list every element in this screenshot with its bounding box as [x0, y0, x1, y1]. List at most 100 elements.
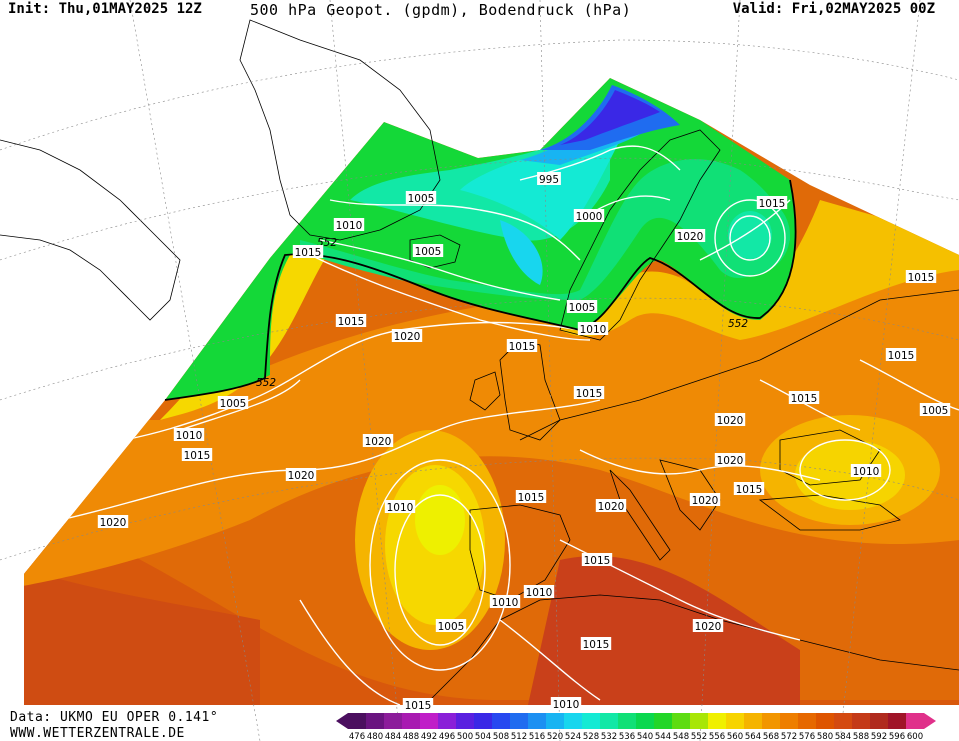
isobar-label: 1005: [405, 191, 437, 205]
colorbar-label: 584: [835, 732, 851, 741]
isobar-label-box: [489, 595, 521, 608]
isobar-label-box: [402, 698, 434, 711]
data-source: Data: UKMO EU OPER 0.141°: [10, 710, 219, 725]
colorbar-swatch: [870, 713, 888, 729]
isobar-label: 1015: [756, 196, 788, 210]
isobar-value: 1015: [295, 247, 322, 259]
isobar-label-box: [506, 339, 538, 352]
colorbar-label: 552: [691, 732, 707, 741]
colorbar-swatch: [672, 713, 690, 729]
isobar-label-box: [97, 515, 129, 528]
isobar-label-box: [573, 209, 605, 222]
colorbar-swatch: [762, 713, 780, 729]
colorbar-label: 504: [475, 732, 491, 741]
colorbar-swatch: [402, 713, 420, 729]
colorbar-label: 596: [889, 732, 905, 741]
isobar-label-box: [577, 322, 609, 335]
colorbar-swatch: [636, 713, 654, 729]
init-time: Init: Thu,01MAY2025 12Z: [8, 1, 202, 17]
isobar-label: 1015: [581, 553, 613, 567]
isobar-value: 1015: [576, 388, 603, 400]
isobar-label: 1005: [435, 619, 467, 633]
valid-time: Valid: Fri,02MAY2025 00Z: [732, 1, 935, 17]
colorbar-swatch: [564, 713, 582, 729]
geopotential-552-contour: [164, 179, 797, 401]
colorbar-label: 556: [709, 732, 725, 741]
colorbar-label: 588: [853, 732, 869, 741]
isobar-value: 1005: [408, 193, 435, 205]
isobar-label: 1015: [573, 386, 605, 400]
colorbar-label: 600: [907, 732, 923, 741]
isobar-label: 1005: [566, 300, 598, 314]
colorbar-label: 580: [817, 732, 833, 741]
colorbar-swatch: [816, 713, 834, 729]
colorbar-label: 480: [367, 732, 383, 741]
isobar-label: 1015: [335, 314, 367, 328]
isobar-label: 1010: [333, 218, 365, 232]
colorbar-swatch: [510, 713, 528, 729]
colorbar-label: 548: [673, 732, 689, 741]
isobar-label: 1015: [292, 245, 324, 259]
isobar-value: 1015: [338, 316, 365, 328]
isobar-label: 1010: [523, 585, 555, 599]
isobar-value: 1010: [492, 597, 519, 609]
colorbar-swatch: [546, 713, 564, 729]
isobar-value: 1015: [791, 393, 818, 405]
colorbar-swatch: [348, 713, 366, 729]
colorbar-label: 488: [403, 732, 419, 741]
isobar-label: 1010: [550, 697, 582, 711]
isobar-label: 1020: [285, 468, 317, 482]
isobar-label-box: [905, 270, 937, 283]
colorbar-swatch: [690, 713, 708, 729]
isobar-value: 1010: [553, 699, 580, 711]
colorbar-label: 520: [547, 732, 563, 741]
isobar-value: 1010: [526, 587, 553, 599]
colorbar-swatch: [456, 713, 474, 729]
isobar-label-box: [850, 464, 882, 477]
colorbar-swatch: [798, 713, 816, 729]
colorbar-label: 592: [871, 732, 887, 741]
isobar-label: 1020: [97, 515, 129, 529]
colorbar-swatch: [744, 713, 762, 729]
geopotential-label: 552: [256, 377, 276, 389]
isobar-label: 1010: [384, 500, 416, 514]
isobar-label: 1005: [412, 244, 444, 258]
colorbar-swatch: [600, 713, 618, 729]
isobar-label-box: [515, 490, 547, 503]
isobar-label: 1010: [173, 428, 205, 442]
isobar-label-box: [384, 500, 416, 513]
isobar-label: 1010: [577, 322, 609, 336]
isobar-label-box: [435, 619, 467, 632]
map-title: 500 hPa Geopot. (gpdm), Bodendruck (hPa): [250, 1, 632, 19]
isobar-value: 1020: [598, 501, 625, 513]
colorbar-swatch: [654, 713, 672, 729]
isobar-label: 1015: [788, 391, 820, 405]
isobar-label: 1010: [489, 595, 521, 609]
isobar-label-box: [550, 697, 582, 710]
isobar-label: 1020: [692, 619, 724, 633]
isobar-value: 1015: [583, 639, 610, 651]
colorbar-swatch: [366, 713, 384, 729]
isobar-label-box: [335, 314, 367, 327]
isobar-label: 1015: [506, 339, 538, 353]
isobar-label-box: [580, 637, 612, 650]
colorbar-swatch: [780, 713, 798, 729]
isobar-label-box: [714, 413, 746, 426]
isobar-value: 1020: [394, 331, 421, 343]
isobar-value: 1015: [184, 450, 211, 462]
isobar-label-box: [405, 191, 437, 204]
isobar-label-box: [537, 172, 561, 185]
colorbar-label: 508: [493, 732, 509, 741]
isobar-label: 1015: [733, 482, 765, 496]
colorbar-label: 528: [583, 732, 599, 741]
colorbar-label: 544: [655, 732, 671, 741]
coastlines: [0, 19, 959, 701]
isobar-value: 1015: [759, 198, 786, 210]
isobar-label: 1015: [580, 637, 612, 651]
colorbar-swatch: [438, 713, 456, 729]
isobar-label-box: [733, 482, 765, 495]
isobar-value: 1020: [695, 621, 722, 633]
isobar-label: 1005: [919, 403, 951, 417]
colorbar-swatch: [708, 713, 726, 729]
